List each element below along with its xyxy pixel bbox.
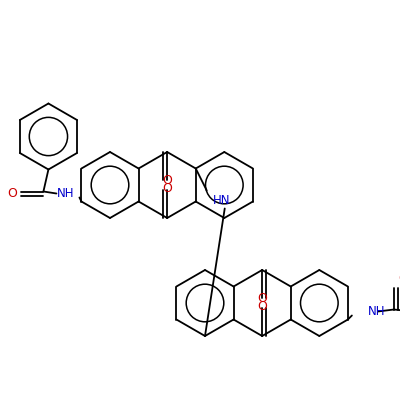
Text: NH: NH <box>368 305 385 318</box>
Text: O: O <box>257 300 267 314</box>
Text: O: O <box>162 174 172 188</box>
Text: NH: NH <box>57 187 74 200</box>
Text: O: O <box>398 272 400 285</box>
Text: O: O <box>8 187 17 200</box>
Text: O: O <box>162 182 172 196</box>
Text: O: O <box>257 292 267 306</box>
Text: HN: HN <box>213 194 230 207</box>
